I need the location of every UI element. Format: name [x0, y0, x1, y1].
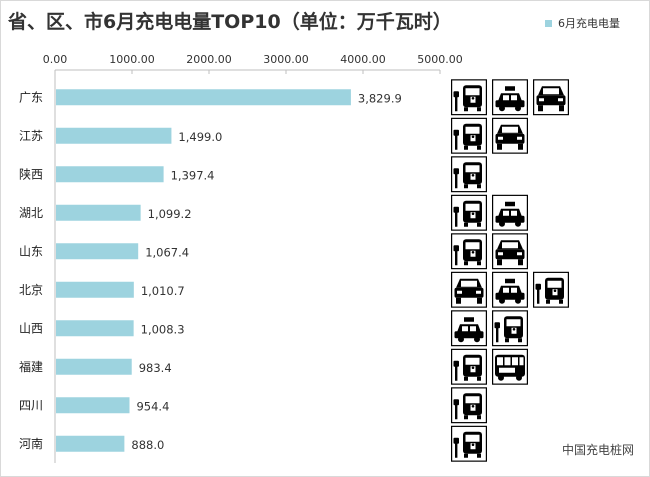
category-label: 陕西 [19, 166, 43, 181]
data-label: 1,499.0 [178, 130, 222, 144]
bar [56, 204, 141, 221]
data-label: 1,010.7 [141, 284, 185, 298]
x-tick-label: 3000.00 [263, 53, 309, 66]
bus-icon [451, 348, 487, 385]
bar [56, 320, 134, 337]
category-label: 福建 [19, 359, 43, 374]
taxi-icon [492, 194, 528, 231]
x-tick-label: 5000.00 [417, 53, 463, 66]
legend-swatch [545, 19, 552, 27]
taxi-icon [492, 271, 528, 308]
bus-icon [451, 387, 487, 424]
category-label: 湖北 [19, 205, 43, 220]
bar [56, 397, 130, 414]
coach-icon [492, 348, 528, 385]
legend-label: 6月充电电量 [558, 17, 620, 30]
watermark: 中国充电桩网 [562, 443, 635, 457]
bus-icon [492, 310, 528, 347]
bus-icon [451, 79, 487, 116]
bus-icon [533, 271, 569, 308]
taxi-icon [492, 79, 528, 116]
vehicle-icons [451, 79, 569, 462]
bus-icon [451, 425, 487, 462]
chart-title: 省、区、市6月充电电量TOP10（单位：万千瓦时） [8, 11, 452, 33]
category-label: 江苏 [19, 129, 43, 143]
data-label: 954.4 [136, 399, 169, 413]
category-label: 北京 [19, 283, 43, 297]
bus-icon [451, 117, 487, 154]
legend: 6月充电电量 [545, 15, 620, 31]
bus-icon [451, 233, 487, 270]
bar [56, 89, 351, 106]
data-label: 1,397.4 [171, 168, 215, 182]
car-icon [492, 233, 528, 270]
x-tick-label: 2000.00 [186, 53, 232, 66]
data-label: 983.4 [139, 361, 172, 375]
car-icon [533, 79, 569, 116]
category-label: 河南 [19, 436, 43, 451]
data-label: 888.0 [131, 438, 164, 452]
bus-icon [451, 194, 487, 231]
category-label: 山东 [19, 244, 43, 258]
category-label: 山西 [19, 321, 43, 335]
data-labels: 3,829.9 1,499.0 1,397.4 1,099.2 1,067.4 1,010… [131, 91, 401, 452]
data-label: 1,099.2 [148, 207, 192, 221]
x-tick-label: 1000.00 [109, 53, 155, 66]
bar [56, 358, 132, 375]
category-label: 广东 [19, 90, 43, 104]
x-tick-label: 0.00 [43, 53, 68, 66]
x-tick-label: 4000.00 [340, 53, 386, 66]
bar [56, 243, 139, 260]
car-icon [451, 271, 487, 308]
taxi-icon [451, 310, 487, 347]
bar [56, 127, 172, 144]
bars [56, 89, 351, 452]
bar [56, 435, 125, 452]
car-icon [492, 117, 528, 154]
x-axis: 0.00 1000.00 2000.00 3000.00 4000.00 5000.00 [43, 53, 463, 463]
category-label: 四川 [19, 398, 43, 412]
bus-icon [451, 156, 487, 193]
bar [56, 166, 164, 183]
data-label: 1,067.4 [145, 245, 189, 259]
data-label: 1,008.3 [141, 322, 185, 336]
bar [56, 281, 134, 298]
data-label: 3,829.9 [358, 91, 402, 105]
